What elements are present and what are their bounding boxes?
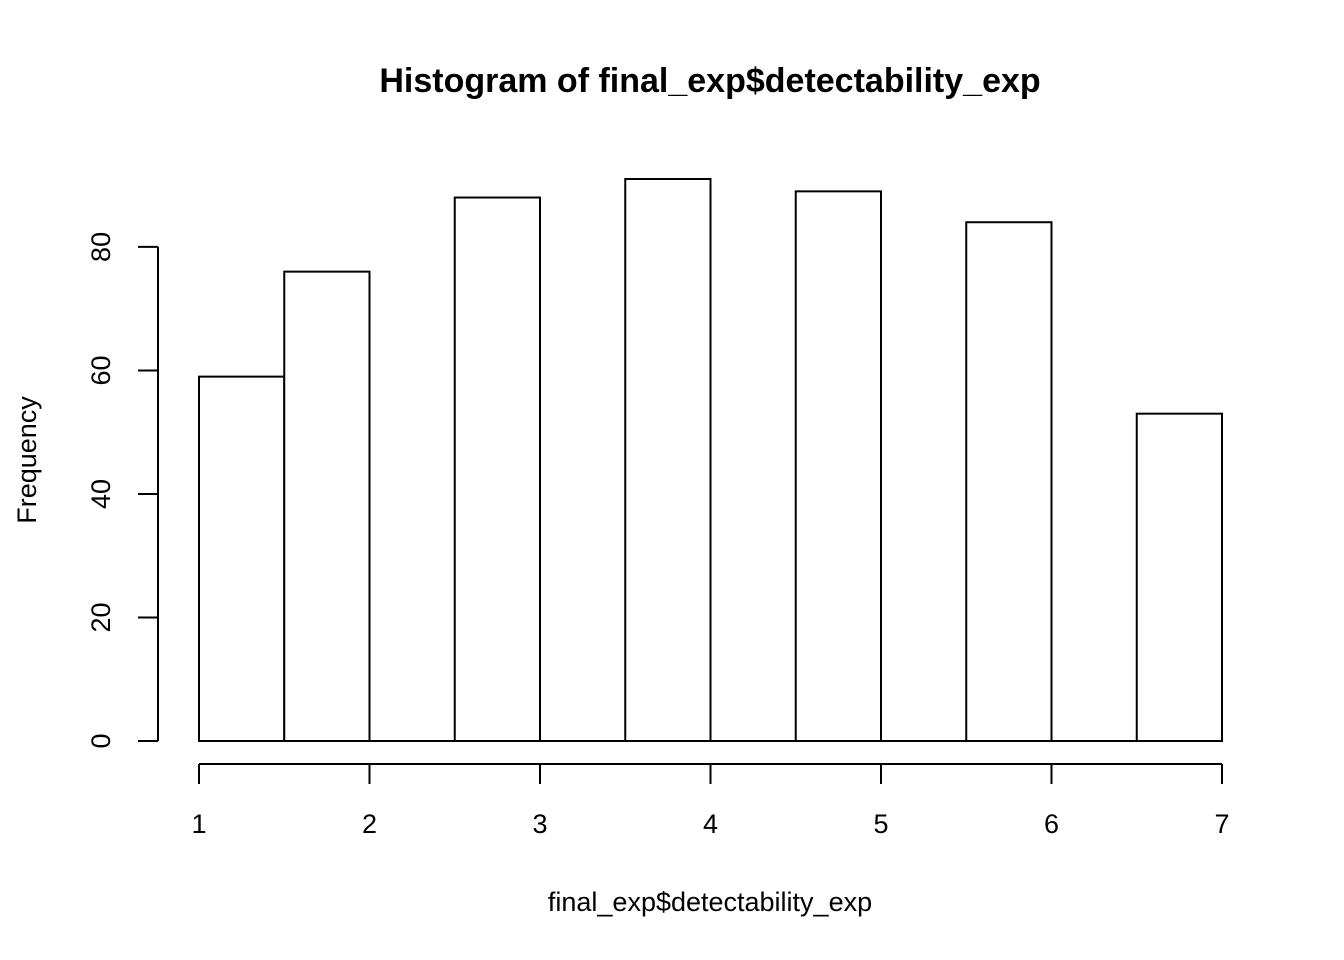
x-axis: 1 2 3 4 5 6 7 <box>191 763 1230 839</box>
x-tick-label: 3 <box>532 809 547 839</box>
x-tick-label: 6 <box>1044 809 1059 839</box>
x-tick-label: 5 <box>873 809 888 839</box>
y-tick-label: 60 <box>86 355 116 385</box>
y-tick-label: 20 <box>86 602 116 632</box>
y-axis: 0 20 40 60 80 <box>86 232 159 749</box>
x-tick-label: 7 <box>1214 809 1229 839</box>
x-axis-label: final_exp$detectability_exp <box>548 887 872 917</box>
histogram-bar <box>965 221 1053 742</box>
y-tick-label: 0 <box>86 733 116 748</box>
histogram-bar <box>794 190 882 743</box>
x-tick-label: 4 <box>703 809 718 839</box>
histogram-bar <box>1135 412 1223 742</box>
histogram-bar <box>453 196 541 742</box>
histogram-bar <box>283 270 371 742</box>
y-axis-label: Frequency <box>12 396 42 524</box>
y-tick-label: 40 <box>86 479 116 509</box>
x-tick-label: 2 <box>362 809 377 839</box>
chart-title: Histogram of final_exp$detectability_exp <box>379 62 1040 100</box>
histogram-bar <box>624 178 712 742</box>
y-tick-label: 80 <box>86 232 116 262</box>
x-tick-label: 1 <box>191 809 206 839</box>
bars-group <box>198 178 1223 743</box>
histogram-bar <box>198 375 286 742</box>
